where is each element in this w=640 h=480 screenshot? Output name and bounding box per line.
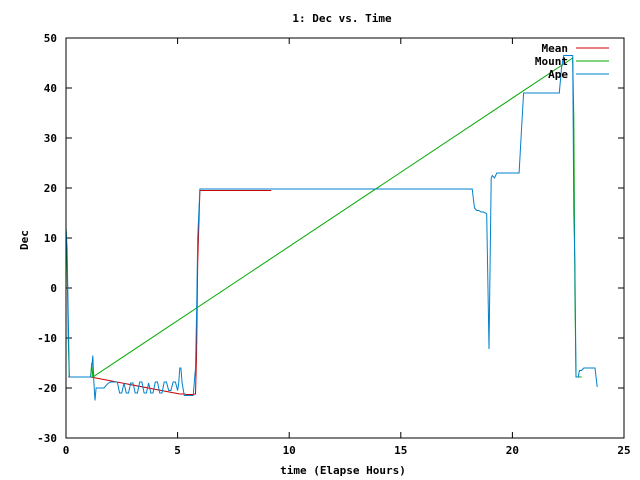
x-tick-label: 5 — [174, 444, 181, 457]
legend-label-mount: Mount — [535, 55, 568, 68]
chart-title: 1: Dec vs. Time — [292, 12, 392, 25]
y-tick-label: -10 — [37, 332, 57, 345]
series-line-mean — [68, 190, 272, 395]
y-tick-label: 40 — [44, 82, 57, 95]
legend-label-ape: Ape — [548, 68, 568, 81]
plot-frame — [65, 37, 625, 439]
y-axis-label: Dec — [18, 230, 31, 250]
series-line-mount — [65, 57, 582, 378]
y-tick-label: 10 — [44, 232, 57, 245]
legend-label-mean: Mean — [542, 42, 569, 55]
y-tick-label: 0 — [50, 282, 57, 295]
x-tick-label: 25 — [617, 444, 630, 457]
series-layer — [65, 55, 598, 401]
ticks-layer: 0 5 10 15 20 25 50 40 30 20 10 0 -10 -20 -30 — [37, 32, 631, 457]
x-tick-label: 10 — [283, 444, 296, 457]
x-axis-label: time (Elapse Hours) — [280, 464, 406, 477]
x-tick-label: 15 — [394, 444, 407, 457]
x-tick-label: 20 — [506, 444, 519, 457]
y-tick-label: 20 — [44, 182, 57, 195]
x-tick-label: 0 — [63, 444, 70, 457]
y-tick-label: 30 — [44, 132, 57, 145]
series-line-ape — [65, 55, 598, 401]
y-tick-label: 50 — [44, 32, 57, 45]
y-tick-label: -30 — [37, 432, 57, 445]
y-tick-label: -20 — [37, 382, 57, 395]
